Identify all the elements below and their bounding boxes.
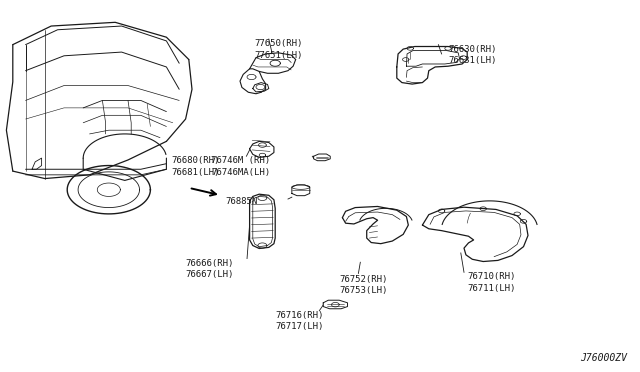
Text: 76710(RH)
76711(LH): 76710(RH) 76711(LH)	[467, 272, 516, 293]
Text: 76666(RH)
76667(LH): 76666(RH) 76667(LH)	[186, 259, 234, 279]
Text: J76000ZV: J76000ZV	[580, 353, 627, 363]
Text: 76746M (RH)
76746MA(LH): 76746M (RH) 76746MA(LH)	[211, 156, 270, 177]
Text: 76680(RH)
76681(LH): 76680(RH) 76681(LH)	[172, 156, 220, 177]
Text: 76716(RH)
76717(LH): 76716(RH) 76717(LH)	[275, 311, 324, 331]
Text: 76752(RH)
76753(LH): 76752(RH) 76753(LH)	[339, 275, 388, 295]
Text: 76630(RH)
76631(LH): 76630(RH) 76631(LH)	[448, 45, 497, 65]
Text: 76885N: 76885N	[225, 197, 257, 206]
Text: 77650(RH)
77651(LH): 77650(RH) 77651(LH)	[254, 39, 303, 60]
